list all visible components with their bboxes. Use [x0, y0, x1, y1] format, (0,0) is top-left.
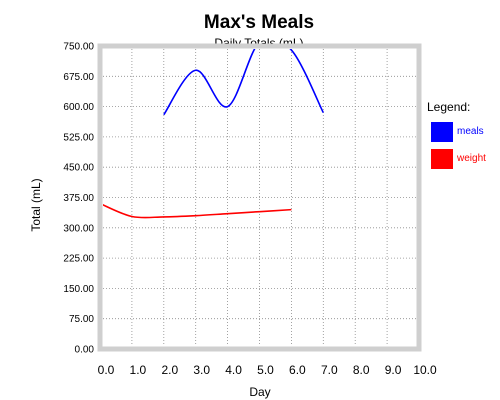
x-tick-label: 7.0	[321, 363, 338, 377]
legend-label-weight: weight	[456, 153, 486, 164]
legend-swatch-meals	[431, 122, 453, 142]
y-tick-label: 0.00	[75, 345, 95, 356]
y-axis-label: Total (mL)	[29, 178, 43, 231]
chart-title: Max's Meals	[204, 12, 314, 33]
legend-label-meals: meals	[457, 126, 484, 137]
y-tick-label: 750.00	[63, 42, 94, 53]
y-tick-label: 450.00	[63, 163, 94, 174]
y-tick-label: 675.00	[63, 72, 94, 83]
y-tick-label: 300.00	[63, 223, 94, 234]
x-axis-label: Day	[249, 385, 270, 399]
legend: Legend: meals weight	[427, 100, 486, 169]
x-tick-label: 2.0	[161, 363, 178, 377]
x-tick-label: 8.0	[353, 363, 370, 377]
y-tick-label: 150.00	[63, 284, 94, 295]
series-line-meals	[163, 49, 325, 116]
y-tick-label: 75.00	[69, 314, 94, 325]
series-layer	[103, 49, 325, 219]
x-tick-label: 1.0	[130, 363, 147, 377]
y-tick-labels: 0.00 75.00 150.00 225.00 300.00 375.00 450.00 5…	[63, 42, 94, 356]
x-tick-label: 3.0	[193, 363, 210, 377]
legend-title: Legend:	[427, 100, 470, 114]
series-line-weight	[103, 204, 292, 219]
x-tick-label: 6.0	[289, 363, 306, 377]
x-tick-label: 4.0	[225, 363, 242, 377]
x-tick-label: 9.0	[385, 363, 402, 377]
x-tick-label: 0.0	[98, 363, 115, 377]
x-tick-labels: 0.0 1.0 2.0 3.0 4.0 5.0 6.0 7.0 8.0 9.0 10.0	[98, 363, 437, 377]
grid	[103, 49, 416, 346]
y-tick-label: 525.00	[63, 132, 94, 143]
x-tick-label: 5.0	[257, 363, 274, 377]
y-tick-label: 600.00	[63, 102, 94, 113]
x-tick-label: 10.0	[413, 363, 437, 377]
y-tick-label: 225.00	[63, 254, 94, 265]
legend-swatch-weight	[431, 149, 453, 169]
y-tick-label: 375.00	[63, 193, 94, 204]
